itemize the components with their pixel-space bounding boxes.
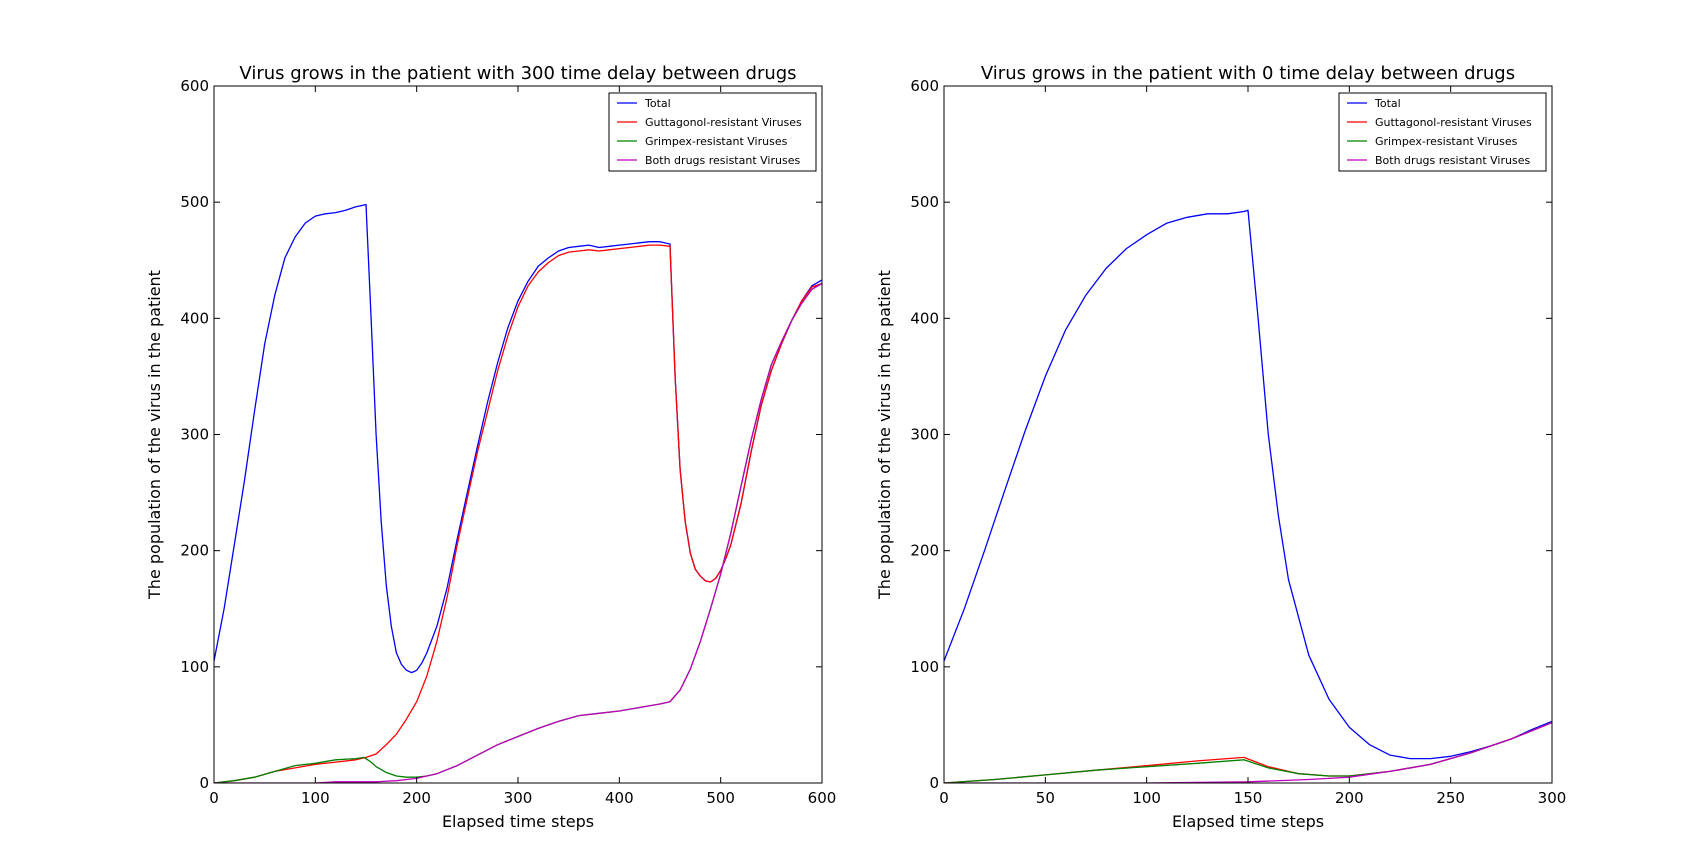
series-line-guttagonol-resistant-viruses (944, 721, 1552, 783)
y-tick-label: 100 (180, 658, 209, 676)
chart-title: Virus grows in the patient with 0 time d… (981, 63, 1515, 84)
x-axis-label: Elapsed time steps (1172, 812, 1324, 831)
legend-entry: Total (644, 97, 671, 110)
legend-entry: Guttagonol-resistant Viruses (645, 116, 802, 129)
x-tick-label: 100 (1132, 789, 1161, 807)
x-tick-label: 300 (504, 789, 533, 807)
x-tick-label: 250 (1436, 789, 1465, 807)
x-tick-label: 500 (706, 789, 735, 807)
y-tick-label: 200 (910, 542, 939, 560)
chart-title: Virus grows in the patient with 300 time… (239, 63, 796, 84)
y-tick-label: 600 (180, 77, 209, 95)
series-line-total (944, 209, 1552, 760)
y-tick-label: 0 (199, 774, 209, 792)
legend: Total Guttagonol-resistant Viruses Grimpex… (1338, 92, 1547, 172)
y-tick-label: 400 (180, 309, 209, 327)
x-tick-label: 300 (1538, 789, 1567, 807)
x-tick-label: 200 (402, 789, 431, 807)
legend-entry: Both drugs resistant Viruses (1375, 154, 1530, 167)
legend-box (1338, 92, 1547, 172)
legend-entry: Grimpex-resistant Viruses (645, 135, 788, 148)
chart-2: Virus grows in the patient with 0 time d… (875, 63, 1566, 831)
series-line-both-drugs-resistant-viruses (214, 282, 822, 783)
x-tick-label: 600 (808, 789, 837, 807)
y-axis-label: The population of the virus in the patie… (145, 270, 164, 600)
y-tick-label: 300 (180, 426, 209, 444)
plot-frame (213, 85, 823, 784)
y-tick-label: 500 (180, 193, 209, 211)
x-tick-label: 0 (939, 789, 949, 807)
series-group (944, 209, 1552, 783)
series-group (214, 203, 822, 783)
x-tick-label: 0 (209, 789, 219, 807)
y-tick-label: 200 (180, 542, 209, 560)
x-axis-label: Elapsed time steps (442, 812, 594, 831)
legend: Total Guttagonol-resistant Viruses Grimpex… (608, 92, 817, 172)
y-tick-label: 0 (929, 774, 939, 792)
chart-1: Virus grows in the patient with 300 time… (145, 63, 836, 831)
y-axis-label: The population of the virus in the patie… (875, 270, 894, 600)
y-tick-label: 300 (910, 426, 939, 444)
legend-entry: Grimpex-resistant Viruses (1375, 135, 1518, 148)
x-tick-label: 50 (1036, 789, 1055, 807)
legend-entry: Both drugs resistant Viruses (645, 154, 800, 167)
series-line-total (214, 203, 822, 674)
x-tick-label: 400 (605, 789, 634, 807)
y-tick-label: 600 (910, 77, 939, 95)
legend-box (608, 92, 817, 172)
plot-frame (943, 85, 1553, 784)
x-tick-label: 150 (1234, 789, 1263, 807)
series-line-grimpex-resistant-viruses (944, 721, 1552, 783)
x-tick-label: 100 (301, 789, 330, 807)
series-line-both-drugs-resistant-viruses (944, 721, 1552, 783)
series-line-guttagonol-resistant-viruses (214, 244, 822, 783)
legend-entry: Guttagonol-resistant Viruses (1375, 116, 1532, 129)
y-tick-label: 500 (910, 193, 939, 211)
y-tick-label: 100 (910, 658, 939, 676)
x-tick-label: 200 (1335, 789, 1364, 807)
legend-entry: Total (1374, 97, 1401, 110)
y-tick-label: 400 (910, 309, 939, 327)
